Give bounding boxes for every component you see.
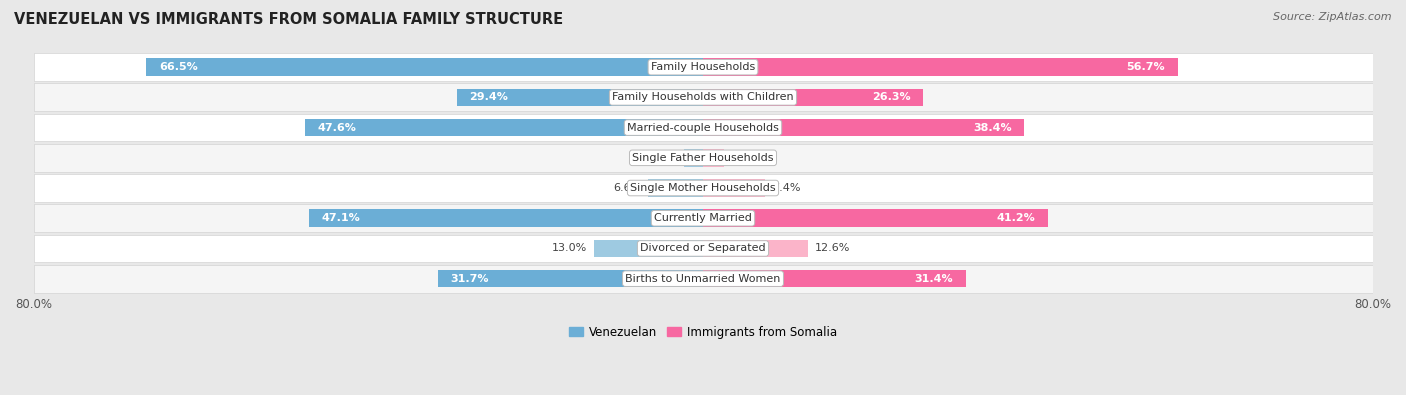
Bar (34, 144, 1372, 172)
Text: 38.4%: 38.4% (973, 122, 1012, 133)
Bar (34, 83, 1372, 111)
Text: 12.6%: 12.6% (815, 243, 851, 254)
Bar (34, 53, 1372, 81)
Text: 47.6%: 47.6% (318, 122, 356, 133)
Bar (703, 240, 808, 257)
Text: 66.5%: 66.5% (159, 62, 198, 72)
Bar (457, 88, 703, 106)
Bar (34, 235, 1372, 262)
Text: 13.0%: 13.0% (553, 243, 588, 254)
Bar (703, 209, 1047, 227)
Text: 2.5%: 2.5% (731, 153, 759, 163)
Legend: Venezuelan, Immigrants from Somalia: Venezuelan, Immigrants from Somalia (564, 321, 842, 343)
Text: 6.6%: 6.6% (613, 183, 641, 193)
Bar (34, 265, 1372, 293)
Bar (703, 149, 724, 167)
Text: Source: ZipAtlas.com: Source: ZipAtlas.com (1274, 12, 1392, 22)
Bar (683, 149, 703, 167)
Bar (34, 204, 1372, 232)
Bar (703, 270, 966, 288)
Bar (309, 209, 703, 227)
Text: 26.3%: 26.3% (872, 92, 911, 102)
Bar (595, 240, 703, 257)
Text: 29.4%: 29.4% (470, 92, 509, 102)
Bar (437, 270, 703, 288)
Text: 31.7%: 31.7% (450, 274, 489, 284)
Text: 47.1%: 47.1% (322, 213, 360, 223)
Text: Single Mother Households: Single Mother Households (630, 183, 776, 193)
Text: 56.7%: 56.7% (1126, 62, 1166, 72)
Text: Currently Married: Currently Married (654, 213, 752, 223)
Bar (648, 179, 703, 197)
Bar (34, 114, 1372, 141)
Text: Births to Unmarried Women: Births to Unmarried Women (626, 274, 780, 284)
Text: Married-couple Households: Married-couple Households (627, 122, 779, 133)
Bar (146, 58, 703, 76)
Text: VENEZUELAN VS IMMIGRANTS FROM SOMALIA FAMILY STRUCTURE: VENEZUELAN VS IMMIGRANTS FROM SOMALIA FA… (14, 12, 564, 27)
Bar (703, 58, 1177, 76)
Bar (703, 88, 924, 106)
Text: 2.3%: 2.3% (648, 153, 678, 163)
Bar (703, 119, 1025, 136)
Bar (703, 179, 765, 197)
Bar (305, 119, 703, 136)
Text: Single Father Households: Single Father Households (633, 153, 773, 163)
Bar (34, 174, 1372, 202)
Text: 31.4%: 31.4% (914, 274, 953, 284)
Text: Divorced or Separated: Divorced or Separated (640, 243, 766, 254)
Text: Family Households with Children: Family Households with Children (612, 92, 794, 102)
Text: 41.2%: 41.2% (997, 213, 1035, 223)
Text: Family Households: Family Households (651, 62, 755, 72)
Text: 7.4%: 7.4% (772, 183, 800, 193)
